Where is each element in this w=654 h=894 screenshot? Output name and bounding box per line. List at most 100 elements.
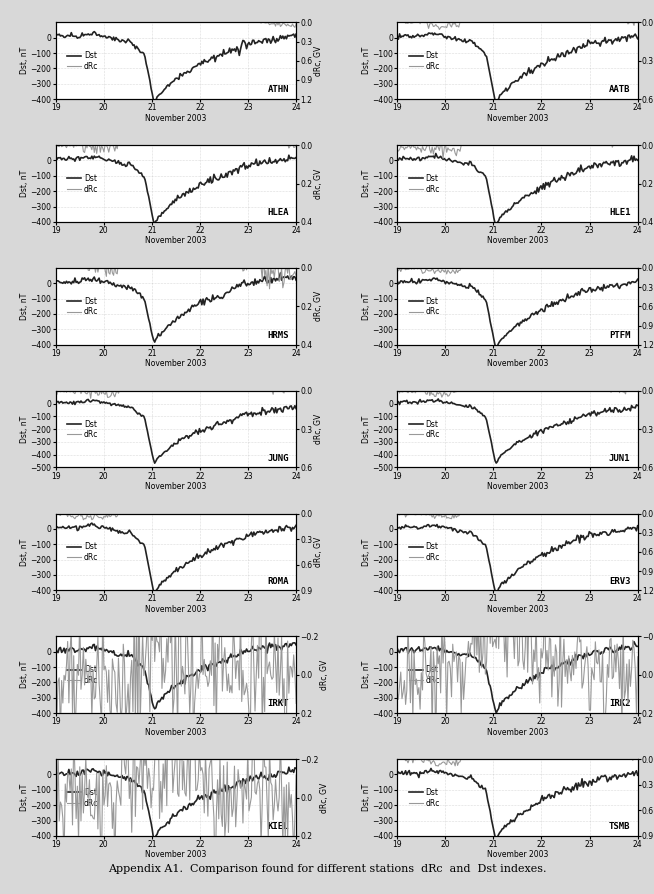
- dRc: [624, 260, 632, 271]
- Y-axis label: dRc, GV: dRc, GV: [320, 660, 329, 690]
- Legend: Dst, dRc: Dst, dRc: [64, 171, 101, 197]
- Dst: [615, 283, 623, 294]
- Dst: [66, 523, 74, 534]
- Line: Dst: Dst: [56, 400, 296, 463]
- Legend: Dst, dRc: Dst, dRc: [405, 785, 443, 811]
- Line: Dst: Dst: [397, 525, 638, 594]
- Dst: [61, 523, 69, 534]
- Y-axis label: dRc, GV: dRc, GV: [320, 782, 329, 813]
- Legend: Dst, dRc: Dst, dRc: [64, 48, 101, 74]
- dRc: [163, 183, 171, 194]
- dRc: [624, 137, 632, 148]
- Text: TSMB: TSMB: [609, 822, 630, 831]
- dRc: [438, 140, 446, 151]
- Dst: [407, 643, 415, 654]
- dRc: [61, 257, 69, 267]
- Dst: [492, 835, 500, 846]
- dRc: [116, 13, 124, 24]
- dRc: [211, 877, 219, 888]
- Text: ATHN: ATHN: [267, 86, 289, 95]
- Text: JUN1: JUN1: [609, 454, 630, 463]
- Legend: Dst, dRc: Dst, dRc: [405, 48, 443, 74]
- Dst: [438, 645, 446, 655]
- Line: dRc: dRc: [56, 322, 296, 399]
- dRc: [491, 190, 499, 200]
- Dst: [292, 403, 300, 414]
- Dst: [52, 275, 60, 286]
- Dst: [427, 763, 435, 774]
- Dst: [273, 273, 281, 283]
- Dst: [292, 274, 300, 285]
- Y-axis label: Dst, nT: Dst, nT: [20, 170, 29, 198]
- Line: dRc: dRc: [56, 72, 296, 154]
- Dst: [151, 833, 159, 844]
- dRc: [61, 140, 69, 151]
- Y-axis label: Dst, nT: Dst, nT: [20, 784, 29, 811]
- Dst: [285, 762, 293, 772]
- dRc: [80, 514, 88, 525]
- dRc: [458, 502, 466, 513]
- Dst: [623, 642, 630, 653]
- Dst: [151, 704, 159, 714]
- dRc: [52, 385, 60, 396]
- dRc: [292, 770, 300, 780]
- dRc: [281, 747, 289, 758]
- dRc: [52, 142, 60, 153]
- dRc: [393, 755, 401, 765]
- Dst: [403, 276, 411, 287]
- Dst: [439, 30, 447, 41]
- Y-axis label: dRc, GV: dRc, GV: [314, 168, 323, 198]
- Dst: [281, 638, 289, 649]
- Dst: [283, 401, 290, 412]
- Dst: [66, 153, 74, 164]
- dRc: [615, 387, 623, 398]
- Dst: [624, 522, 632, 533]
- X-axis label: November 2003: November 2003: [145, 850, 207, 859]
- X-axis label: November 2003: November 2003: [145, 728, 207, 737]
- Dst: [52, 768, 60, 779]
- Line: dRc: dRc: [56, 0, 296, 28]
- Text: AATB: AATB: [609, 86, 630, 95]
- dRc: [439, 153, 447, 164]
- Line: Dst: Dst: [56, 767, 296, 839]
- Dst: [61, 32, 69, 43]
- dRc: [615, 509, 623, 519]
- Dst: [439, 154, 447, 164]
- Dst: [151, 589, 159, 600]
- Dst: [273, 770, 281, 780]
- Dst: [96, 767, 104, 778]
- Y-axis label: Dst, nT: Dst, nT: [362, 784, 371, 811]
- dRc: [434, 761, 442, 772]
- Y-axis label: Dst, nT: Dst, nT: [20, 416, 29, 443]
- Text: IRK2: IRK2: [609, 699, 630, 708]
- Dst: [458, 527, 466, 537]
- Dst: [393, 643, 401, 654]
- Dst: [407, 154, 415, 164]
- Y-axis label: Dst, nT: Dst, nT: [362, 416, 371, 443]
- dRc: [292, 508, 300, 519]
- Dst: [52, 522, 60, 533]
- dRc: [634, 138, 642, 148]
- Dst: [61, 647, 69, 658]
- dRc: [274, 805, 282, 816]
- Dst: [403, 395, 411, 406]
- Line: dRc: dRc: [397, 441, 638, 519]
- Dst: [634, 770, 642, 780]
- dRc: [274, 503, 282, 514]
- dRc: [439, 21, 447, 32]
- dRc: [116, 263, 124, 274]
- Dst: [96, 153, 104, 164]
- Dst: [97, 521, 105, 532]
- Dst: [458, 158, 466, 169]
- dRc: [615, 11, 623, 21]
- Dst: [84, 394, 92, 405]
- Dst: [116, 650, 124, 661]
- dRc: [130, 688, 138, 699]
- dRc: [458, 750, 466, 761]
- Dst: [66, 643, 74, 654]
- dRc: [52, 11, 60, 21]
- dRc: [292, 698, 300, 709]
- Y-axis label: dRc, GV: dRc, GV: [314, 291, 323, 322]
- dRc: [438, 265, 446, 275]
- Dst: [433, 519, 441, 530]
